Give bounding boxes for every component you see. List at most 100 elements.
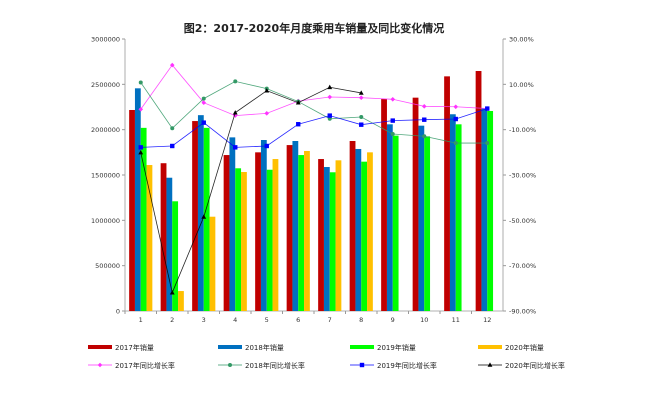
left-tick-label: 500000 [95, 262, 120, 270]
bar-2018年销量 [134, 88, 141, 312]
left-tick-label: 0 [116, 308, 120, 316]
right-tick-label: -90.00% [509, 308, 536, 316]
left-tick-label: 2000000 [91, 126, 120, 134]
bar-2019年销量 [487, 110, 494, 311]
legend-marker [97, 362, 103, 368]
x-tick-label: 1 [139, 316, 143, 324]
marker-2018年同比增长率 [201, 96, 206, 101]
bar-2020年销量 [241, 172, 247, 311]
right-tick-label: -70.00% [509, 262, 536, 270]
marker-2018年同比增长率 [233, 79, 238, 84]
marker-2017年同比增长率 [327, 94, 333, 100]
bar-2020年销量 [367, 152, 373, 311]
bar-2020年销量 [335, 160, 342, 311]
marker-2020年同比增长率 [169, 290, 175, 295]
marker-2020年同比增长率 [201, 214, 207, 219]
marker-2017年同比增长率 [264, 111, 270, 116]
bar-2020年销量 [146, 165, 153, 311]
bar-2018年销量 [229, 137, 236, 311]
bar-2018年销量 [197, 115, 204, 311]
bar-2019年销量 [298, 155, 305, 311]
right-tick-label: -50.00% [509, 217, 536, 225]
marker-2017年同比增长率 [358, 95, 364, 101]
marker-2017年同比增长率 [138, 106, 144, 112]
bar-2017年销量 [192, 121, 198, 311]
x-tick-label: 6 [296, 316, 300, 324]
marker-2019年同比增长率 [422, 117, 427, 122]
marker-2019年同比增长率 [138, 145, 143, 150]
bar-2020年销量 [178, 291, 184, 311]
right-tick-label: -30.00% [509, 172, 536, 180]
x-tick-label: 8 [359, 316, 363, 324]
legend-label: 2017年销量 [115, 343, 154, 352]
bar-2019年销量 [172, 201, 179, 311]
bar-2018年销量 [355, 148, 362, 311]
bar-2018年销量 [323, 167, 330, 311]
left-tick-label: 1000000 [91, 217, 120, 225]
bar-2019年销量 [266, 169, 273, 311]
legend-label: 2019年销量 [377, 343, 416, 352]
marker-2017年同比增长率 [453, 104, 459, 110]
bar-2019年销量 [455, 124, 462, 311]
marker-2018年同比增长率 [422, 134, 427, 139]
bar-2020年销量 [304, 150, 310, 311]
marker-2019年同比增长率 [201, 120, 206, 125]
legend-marker [487, 362, 493, 367]
line-2019年同比增长率 [140, 108, 488, 148]
marker-2018年同比增长率 [359, 114, 364, 119]
line-2020年同比增长率 [140, 86, 362, 294]
x-tick-label: 5 [265, 316, 269, 324]
legend-label: 2019年同比增长率 [377, 361, 437, 370]
legend-label: 2020年销量 [505, 343, 544, 352]
bar-2018年销量 [166, 177, 173, 311]
x-tick-label: 7 [328, 316, 332, 324]
chart-title: 图2：2017-2020年月度乘用车销量及同比变化情况 [184, 21, 444, 35]
marker-2020年同比增长率 [327, 84, 333, 90]
marker-2018年同比增长率 [390, 131, 395, 136]
x-tick-label: 11 [452, 316, 460, 324]
left-tick-label: 2500000 [91, 81, 120, 89]
bar-2019年销量 [140, 127, 147, 311]
legend-label: 2018年销量 [245, 343, 284, 352]
bar-2018年销量 [418, 125, 425, 311]
legend-marker [359, 362, 365, 368]
x-tick-label: 10 [420, 316, 428, 324]
x-tick-label: 12 [483, 316, 491, 324]
bar-2017年销量 [286, 145, 293, 311]
bar-2017年销量 [129, 109, 135, 311]
bar-2018年销量 [292, 141, 299, 311]
marker-2020年同比增长率 [138, 149, 144, 155]
marker-2019年同比增长率 [233, 145, 238, 150]
marker-2017年同比增长率 [390, 96, 396, 102]
bar-2017年销量 [255, 152, 261, 311]
right-tick-label: -10.00% [509, 126, 536, 134]
marker-2020年同比增长率 [264, 88, 270, 93]
left-tick-label: 1500000 [91, 172, 120, 180]
marker-2017年同比增长率 [421, 104, 427, 109]
bar-2017年销量 [444, 76, 450, 311]
bar-2019年销量 [424, 136, 431, 311]
bar-2019年销量 [392, 135, 399, 311]
marker-2018年同比增长率 [485, 141, 490, 146]
bar-2017年销量 [160, 163, 167, 311]
marker-2020年同比增长率 [295, 100, 301, 105]
bar-2019年销量 [361, 161, 368, 311]
bar-2017年销量 [349, 141, 356, 311]
legend-label: 2018年同比增长率 [245, 361, 305, 370]
marker-2018年同比增长率 [170, 126, 175, 131]
legend-swatch [218, 345, 242, 349]
legend-label: 2020年同比增长率 [505, 361, 565, 370]
legend-marker [228, 363, 232, 367]
marker-2019年同比增长率 [485, 106, 490, 111]
marker-2019年同比增长率 [453, 116, 458, 122]
marker-2017年同比增长率 [169, 62, 175, 68]
line-2017年同比增长率 [140, 64, 488, 117]
bar-2018年销量 [449, 114, 456, 312]
marker-2018年同比增长率 [453, 141, 458, 146]
x-tick-label: 2 [170, 316, 174, 324]
marker-2020年同比增长率 [358, 90, 364, 95]
legend-swatch [478, 345, 502, 349]
marker-2019年同比增长率 [296, 122, 301, 127]
bar-2020年销量 [272, 159, 279, 311]
